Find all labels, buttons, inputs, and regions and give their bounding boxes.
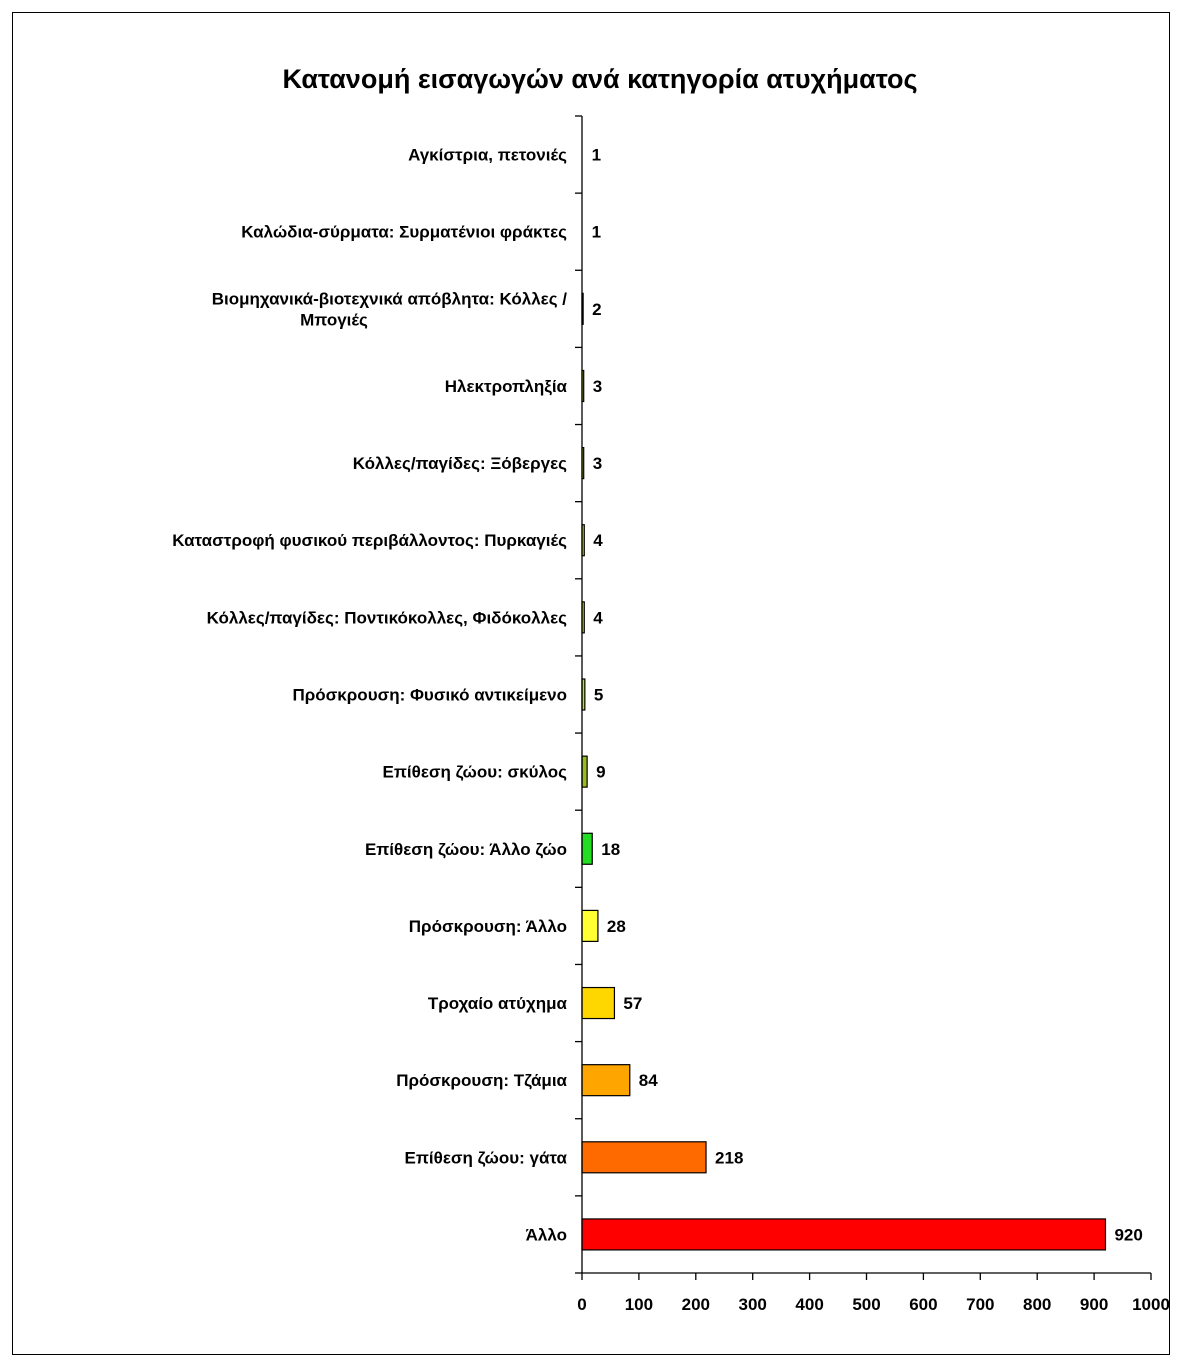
category-label: Καλώδια-σύρματα: Συρματένιοι φράκτες — [241, 223, 567, 242]
value-label: 4 — [593, 608, 603, 627]
bar-13 — [581, 1064, 631, 1097]
category-label: Πρόσκρουση: Τζάμια — [396, 1071, 567, 1090]
value-label: 4 — [593, 531, 603, 550]
bars-layer: 1 Αγκίστρια, πετονιές 1 Καλώδια-σύρματα: Συ… — [172, 146, 1143, 1251]
x-tick-label: 400 — [795, 1295, 823, 1314]
x-tick-label: 600 — [909, 1295, 937, 1314]
category-label: Ηλεκτροπληξία — [445, 377, 568, 396]
category-label: Επίθεση ζώου: γάτα — [405, 1148, 568, 1167]
value-label: 1 — [592, 223, 601, 242]
x-tick-label: 900 — [1080, 1295, 1108, 1314]
value-label: 218 — [715, 1148, 743, 1167]
bar-10 — [581, 832, 593, 865]
bar-12 — [581, 986, 616, 1020]
bar-11 — [581, 909, 599, 943]
value-label: 84 — [639, 1071, 658, 1090]
x-tick-label: 800 — [1023, 1295, 1051, 1314]
x-tick-label: 1000 — [1132, 1295, 1170, 1314]
value-label: 3 — [593, 377, 602, 396]
x-tick-label: 200 — [682, 1295, 710, 1314]
category-label: Πρόσκρουση: Φυσικό αντικείμενο — [293, 686, 568, 705]
value-label: 2 — [592, 300, 601, 319]
category-label: Καταστροφή φυσικού περιβάλλοντος: Πυρκαγ… — [172, 531, 567, 550]
category-label: Κόλλες/παγίδες: Ποντικόκολλες, Φιδόκολλε… — [207, 608, 568, 627]
value-label: 9 — [596, 763, 605, 782]
value-label: 1 — [592, 146, 601, 165]
value-label: 18 — [601, 840, 620, 859]
x-tick-label: 500 — [852, 1295, 880, 1314]
x-tick-label: 300 — [739, 1295, 767, 1314]
bar-15 — [581, 1218, 1107, 1251]
bar-14 — [581, 1141, 707, 1174]
chart-title: Κατανομή εισαγωγών ανά κατηγορία ατυχήμα… — [282, 64, 917, 94]
category-label: Τροχαίο ατύχημα — [428, 994, 568, 1013]
chart-frame — [12, 12, 1170, 1355]
value-label: 28 — [607, 917, 626, 936]
x-tick-label: 700 — [966, 1295, 994, 1314]
category-label: Βιομηχανικά-βιοτεχνικά απόβλητα: Κόλλες … — [212, 289, 568, 308]
bar-9 — [581, 755, 588, 788]
category-label: Επίθεση ζώου: σκύλος — [383, 763, 568, 782]
category-label: Μπογιές — [300, 310, 368, 329]
category-label: Πρόσκρουση: Άλλο — [409, 917, 567, 936]
category-label: Αγκίστρια, πετονιές — [408, 146, 567, 165]
value-label: 5 — [594, 686, 603, 705]
x-tick-label: 100 — [625, 1295, 653, 1314]
value-label: 3 — [593, 454, 602, 473]
value-label: 920 — [1114, 1225, 1142, 1244]
x-tick-label: 0 — [577, 1295, 586, 1314]
category-label: Κόλλες/παγίδες: Ξόβεργες — [353, 454, 567, 473]
value-label: 57 — [623, 994, 642, 1013]
axis-layer: 0 100 200 300 400 500 600 700 800 900 1000 — [575, 115, 1170, 1314]
category-label: Άλλο — [526, 1225, 567, 1244]
category-label: Επίθεση ζώου: Άλλο ζώο — [365, 840, 567, 859]
